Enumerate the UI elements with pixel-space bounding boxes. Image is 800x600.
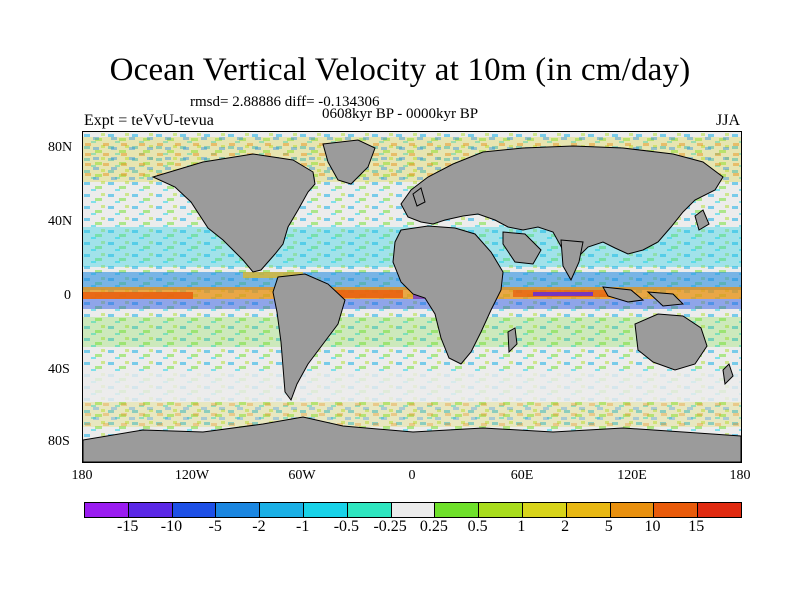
colorbar-label: -1	[295, 518, 310, 535]
colorbar-segment	[128, 503, 173, 517]
australia-landmass	[634, 313, 708, 371]
lon-label-120e: 120E	[617, 468, 647, 483]
colorbar-label: -0.25	[373, 518, 407, 535]
south-america-landmass	[272, 273, 346, 402]
colorbar-segment	[479, 503, 523, 517]
greenland-landmass	[322, 139, 376, 185]
colorbar-segment	[260, 503, 304, 517]
colorbar-segment	[303, 503, 348, 517]
arabia-landmass	[502, 231, 542, 265]
colorbar-label: 15	[688, 518, 705, 535]
colorbar-label: 0.25	[419, 518, 448, 535]
colorbar	[84, 502, 742, 518]
colorbar-segment	[347, 503, 392, 517]
rmsd-diff-stats: rmsd= 2.88886 diff= -0.134306	[190, 94, 380, 110]
colorbar-label: -2	[252, 518, 266, 535]
ocean-velocity-field	[83, 132, 741, 462]
season-label: JJA	[716, 112, 741, 129]
colorbar-label: -5	[208, 518, 222, 535]
colorbar-segment	[391, 503, 436, 517]
colorbar-label: -10	[160, 518, 183, 535]
lat-label-40n: 40N	[48, 214, 73, 229]
africa-landmass	[392, 225, 504, 365]
colorbar-segment	[172, 503, 217, 517]
lat-label-80n: 80N	[48, 140, 73, 155]
colorbar-segment	[522, 503, 567, 517]
colorbar-segment	[654, 503, 699, 517]
colorbar-segment	[85, 503, 129, 517]
colorbar-label: -15	[117, 518, 139, 535]
lon-label-180w: 180	[71, 468, 93, 483]
lat-label-80s: 80S	[48, 434, 70, 449]
colorbar-segment	[610, 503, 655, 517]
colorbar-label: 2	[561, 518, 570, 535]
colorbar-segment	[566, 503, 611, 517]
time-period-label: 0608kyr BP - 0000kyr BP	[322, 106, 479, 122]
lon-label-0: 0	[408, 468, 416, 483]
lon-label-60e: 60E	[510, 468, 534, 483]
india-landmass	[560, 239, 584, 282]
lon-label-180e: 180	[729, 468, 751, 483]
antarctica-landmass	[83, 416, 741, 462]
colorbar-segment	[698, 503, 741, 517]
colorbar-segment	[216, 503, 261, 517]
lon-label-120w: 120W	[174, 468, 210, 483]
experiment-label: Expt = teVvU-tevua	[84, 112, 214, 129]
colorbar-label: 10	[644, 518, 661, 535]
lat-label-40s: 40S	[48, 362, 70, 377]
colorbar-label: -0.5	[333, 518, 360, 535]
north-america-landmass	[151, 153, 316, 273]
lon-label-60w: 60W	[288, 468, 316, 483]
maritime-continent-landmass	[602, 286, 645, 303]
eurasia-landmass	[400, 145, 724, 261]
lat-label-0: 0	[64, 288, 71, 303]
colorbar-label: 1	[517, 518, 526, 535]
map-panel	[82, 131, 742, 463]
colorbar-label: 5	[604, 518, 613, 535]
plot-title: Ocean Vertical Velocity at 10m (in cm/da…	[109, 52, 691, 88]
colorbar-segment	[435, 503, 480, 517]
colorbar-label: 0.5	[467, 518, 488, 535]
